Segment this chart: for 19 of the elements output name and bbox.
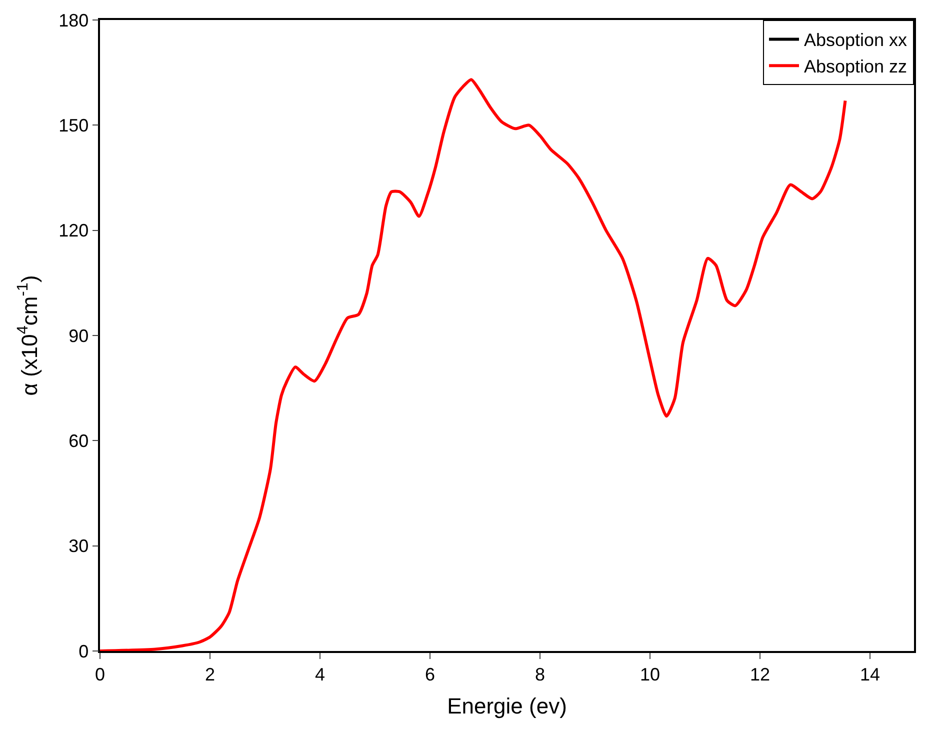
y-tick-label: 180	[58, 10, 89, 30]
x-tick-label: 14	[860, 664, 880, 684]
x-tick-label: 8	[534, 664, 546, 684]
y-tick-label: 60	[68, 430, 89, 451]
y-tick-label: 150	[58, 115, 89, 136]
x-axis-title: Energie (ev)	[447, 694, 567, 719]
y-tick-label: 120	[58, 220, 89, 241]
y-tick-label: 30	[68, 536, 89, 556]
x-tick-label: 12	[750, 664, 770, 684]
y-tick-label: 90	[68, 326, 89, 346]
x-tick-label: 4	[314, 664, 326, 684]
x-tick-label: 6	[424, 664, 436, 684]
legend-label: Absoption xx	[804, 30, 908, 50]
x-tick-label: 10	[640, 664, 660, 684]
line-series	[100, 78, 847, 651]
legend-label: Absoption zz	[804, 56, 908, 77]
x-tick-label: 0	[94, 664, 106, 684]
x-tick-label: 2	[204, 664, 216, 684]
y-tick-label: 0	[78, 641, 89, 662]
